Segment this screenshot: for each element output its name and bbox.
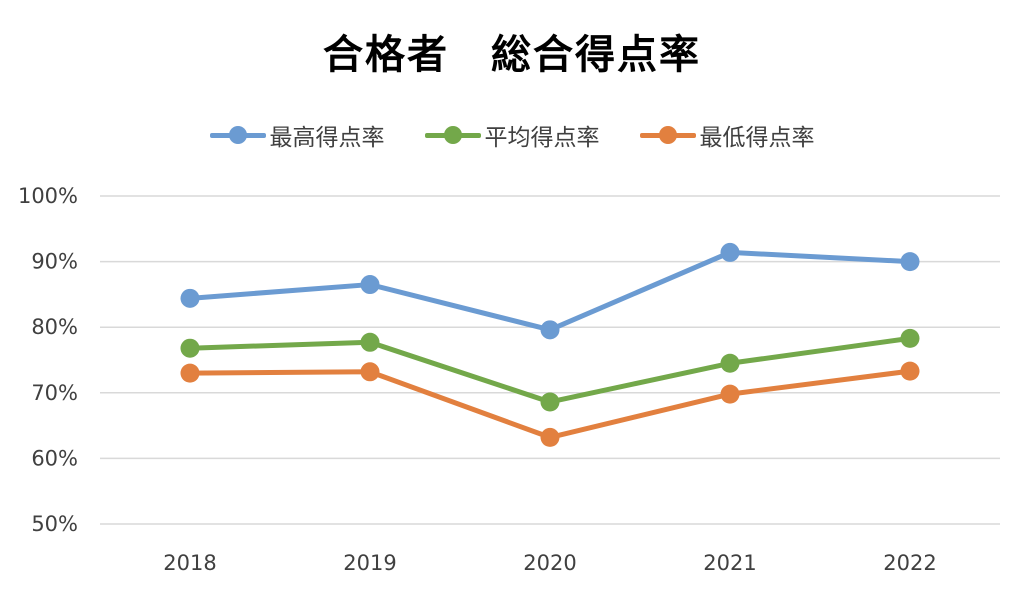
data-point-1 <box>360 332 380 352</box>
data-point-2 <box>180 363 200 383</box>
data-point-0 <box>900 252 920 272</box>
data-point-0 <box>540 320 560 340</box>
data-point-2 <box>900 361 920 381</box>
data-point-2 <box>360 362 380 382</box>
data-point-0 <box>720 242 740 262</box>
x-tick-label: 2021 <box>703 551 756 575</box>
y-tick-label: 90% <box>31 250 78 274</box>
series-line-0 <box>187 249 913 333</box>
x-tick-label: 2020 <box>523 551 576 575</box>
legend-label-avg: 平均得点率 <box>484 125 600 151</box>
chart-title: 合格者 総合得点率 <box>323 32 701 78</box>
data-point-1 <box>540 392 560 412</box>
data-point-0 <box>360 275 380 295</box>
y-tick-label: 60% <box>31 446 78 470</box>
legend-marker-min <box>658 126 677 144</box>
legend-swatch-max <box>209 125 266 145</box>
legend-item-avg: 平均得点率 <box>424 118 600 152</box>
legend-label-min: 最低得点率 <box>699 125 815 151</box>
legend-marker-avg <box>443 126 462 144</box>
legend-marker-max <box>228 126 247 144</box>
x-tick-label: 2022 <box>883 551 936 575</box>
data-point-1 <box>720 353 740 373</box>
x-tick-label: 2019 <box>343 551 396 575</box>
y-tick-label: 70% <box>31 381 78 405</box>
legend: 最高得点率 平均得点率 最低得点率 <box>0 118 1024 152</box>
legend-swatch-min <box>639 125 696 145</box>
data-point-2 <box>540 427 560 447</box>
x-tick-label: 2018 <box>163 551 216 575</box>
data-point-2 <box>720 384 740 404</box>
y-tick-label: 50% <box>31 512 78 536</box>
data-point-1 <box>180 338 200 358</box>
legend-label-max: 最高得点率 <box>269 125 385 151</box>
legend-item-min: 最低得点率 <box>639 118 815 152</box>
data-point-1 <box>900 328 920 348</box>
y-tick-label: 80% <box>31 315 78 339</box>
y-tick-label: 100% <box>18 184 78 208</box>
data-point-0 <box>180 288 200 308</box>
legend-item-max: 最高得点率 <box>209 118 385 152</box>
legend-swatch-avg <box>424 125 481 145</box>
